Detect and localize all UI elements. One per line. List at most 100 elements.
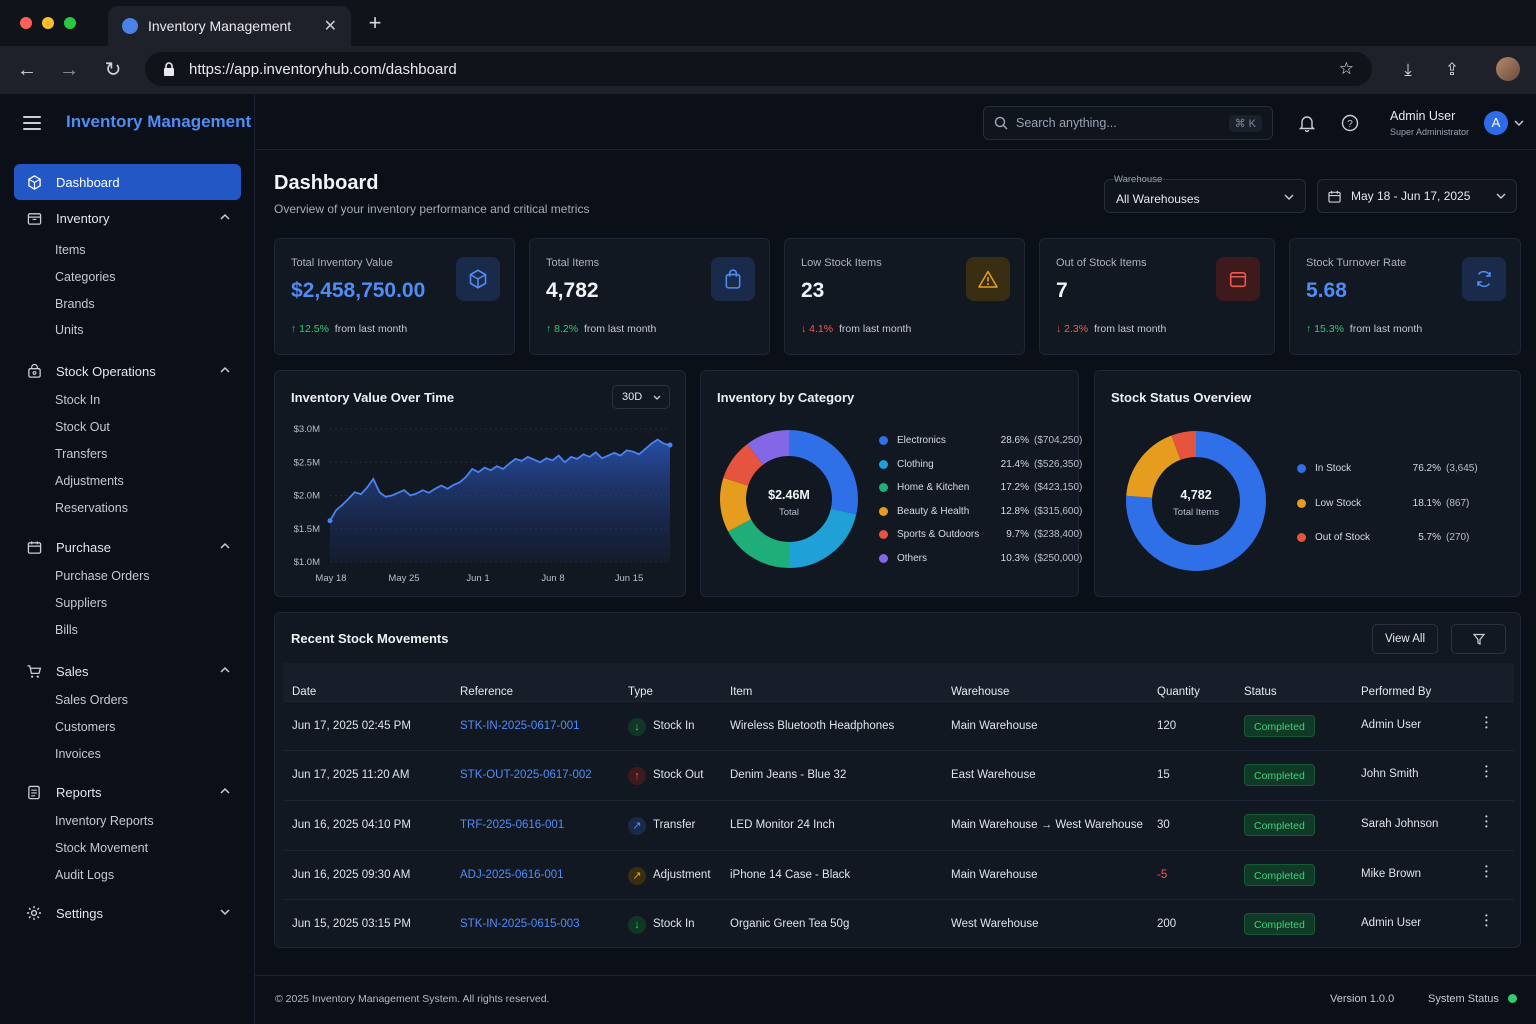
address-bar[interactable]: https://app.inventoryhub.com/dashboard ☆ — [145, 52, 1372, 86]
row-actions-icon[interactable]: • • • — [1485, 812, 1488, 831]
range-select[interactable]: 30D — [612, 385, 670, 409]
sidebar-subitem-customers[interactable]: Customers — [55, 720, 116, 734]
row-actions-icon[interactable]: • • • — [1485, 713, 1488, 732]
column-header[interactable]: Reference — [460, 686, 514, 698]
sidebar-subitem-categories[interactable]: Categories — [55, 270, 116, 284]
table-row[interactable] — [283, 800, 1514, 850]
sidebar-subitem-adjustments[interactable]: Adjustments — [55, 474, 124, 488]
column-header[interactable]: Quantity — [1157, 686, 1200, 698]
column-header[interactable]: Date — [292, 686, 317, 698]
sidebar-subitem-invoices[interactable]: Invoices — [55, 747, 101, 761]
row-actions-icon[interactable]: • • • — [1485, 862, 1488, 881]
sidebar-subitem-stock-in[interactable]: Stock In — [55, 393, 101, 407]
sidebar-item-reports[interactable]: Reports — [14, 774, 241, 810]
table-row[interactable] — [283, 701, 1514, 751]
filter-button[interactable] — [1451, 624, 1506, 654]
warehouse-select[interactable]: All Warehouses — [1104, 179, 1306, 213]
column-header[interactable]: Warehouse — [951, 686, 1010, 698]
x-tick-label: May 25 — [388, 573, 419, 584]
kpi-card-total-inventory-value[interactable]: Total Inventory Value $2,458,750.00 ↑ 12… — [274, 238, 515, 355]
sidebar-subitem-purchase-orders[interactable]: Purchase Orders — [55, 569, 150, 583]
sidebar-subitem-stock-movement[interactable]: Stock Movement — [55, 841, 149, 855]
date-range-picker[interactable]: May 18 - Jun 17, 2025 — [1317, 179, 1517, 213]
sidebar-subitem-units[interactable]: Units — [55, 323, 84, 337]
cell-reference[interactable]: STK-IN-2025-0615-003 — [460, 918, 580, 930]
donut-slice[interactable] — [720, 477, 752, 532]
user-name[interactable]: Admin User — [1390, 109, 1456, 123]
sidebar-subitem-inventory-reports[interactable]: Inventory Reports — [55, 814, 154, 828]
column-header[interactable]: Status — [1244, 686, 1277, 698]
donut-slice[interactable] — [788, 508, 857, 568]
sidebar-subitem-suppliers[interactable]: Suppliers — [55, 596, 108, 610]
donut-slice[interactable] — [723, 443, 764, 487]
row-actions-icon[interactable]: • • • — [1485, 762, 1488, 781]
kpi-card-out-of-stock-items[interactable]: Out of Stock Items 7 ↓ 2.3% from last mo… — [1039, 238, 1275, 355]
data-point[interactable] — [327, 518, 333, 524]
table-row[interactable] — [283, 850, 1514, 900]
cell-reference[interactable]: STK-IN-2025-0617-001 — [460, 720, 580, 732]
donut-slice[interactable] — [1126, 435, 1182, 499]
user-avatar[interactable]: A — [1484, 111, 1508, 135]
sidebar-item-inventory[interactable]: Inventory — [14, 200, 241, 236]
chevron-down-icon[interactable] — [1514, 119, 1524, 127]
stock-in-icon: ↓ — [628, 916, 646, 934]
cell-reference[interactable]: TRF-2025-0616-001 — [460, 819, 565, 831]
donut-slice[interactable] — [1171, 431, 1197, 460]
row-actions-icon[interactable]: • • • — [1485, 911, 1488, 930]
sidebar-subitem-items[interactable]: Items — [55, 243, 86, 257]
sidebar-item-settings[interactable]: Settings — [14, 895, 241, 931]
sidebar-subitem-bills[interactable]: Bills — [55, 623, 78, 637]
chevron-up-icon[interactable] — [219, 785, 231, 797]
chevron-down-icon[interactable] — [219, 906, 231, 918]
cell-reference[interactable]: ADJ-2025-0616-001 — [460, 869, 564, 881]
chevron-up-icon[interactable] — [219, 211, 231, 223]
donut-slice[interactable] — [728, 518, 790, 568]
donut-slice[interactable] — [788, 430, 858, 515]
help-icon[interactable]: ? — [1341, 114, 1359, 132]
sidebar-item-stock-operations[interactable]: Stock Operations — [14, 353, 241, 389]
reload-icon[interactable]: ↻ — [104, 59, 122, 81]
chevron-up-icon[interactable] — [219, 540, 231, 552]
extensions-icon[interactable]: ⇪ — [1444, 60, 1460, 79]
sidebar-subitem-audit-logs[interactable]: Audit Logs — [55, 868, 115, 882]
cell-reference[interactable]: STK-OUT-2025-0617-002 — [460, 769, 592, 781]
column-header[interactable]: Item — [730, 686, 753, 698]
table-row[interactable] — [283, 750, 1514, 800]
chevron-up-icon[interactable] — [219, 364, 231, 376]
donut-slice[interactable] — [747, 430, 790, 466]
kpi-card-stock-turnover-rate[interactable]: Stock Turnover Rate 5.68 ↑ 15.3% from la… — [1289, 238, 1521, 355]
bookmark-star-icon[interactable]: ☆ — [1338, 59, 1354, 78]
sidebar-subitem-reservations[interactable]: Reservations — [55, 501, 128, 515]
forward-icon[interactable]: → — [59, 59, 79, 81]
chevron-up-icon[interactable] — [219, 664, 231, 676]
app-brand[interactable]: Inventory Management — [66, 112, 252, 131]
donut-slice[interactable] — [1126, 431, 1266, 571]
kpi-card-low-stock-items[interactable]: Low Stock Items 23 ↓ 4.1% from last mont… — [784, 238, 1025, 355]
bell-icon[interactable] — [1298, 114, 1316, 132]
data-point[interactable] — [667, 442, 673, 448]
column-header[interactable]: Type — [628, 686, 653, 698]
column-header[interactable]: Performed By — [1361, 686, 1432, 698]
sidebar-item-sales[interactable]: Sales — [14, 653, 241, 689]
window-close-button[interactable] — [20, 17, 32, 29]
browser-profile-avatar[interactable] — [1496, 57, 1520, 81]
table-row[interactable] — [283, 899, 1514, 949]
sidebar-item-dashboard[interactable]: Dashboard — [14, 164, 241, 200]
browser-tab[interactable]: Inventory Management ✕ — [108, 6, 351, 46]
stock-out-icon: ↑ — [628, 767, 646, 785]
view-all-button[interactable]: View All — [1372, 624, 1438, 654]
menu-toggle-icon[interactable] — [23, 116, 41, 130]
new-tab-button[interactable]: + — [368, 10, 382, 35]
back-icon[interactable]: ← — [17, 59, 37, 81]
sidebar-subitem-sales-orders[interactable]: Sales Orders — [55, 693, 128, 707]
sidebar-subitem-brands[interactable]: Brands — [55, 297, 95, 311]
sidebar-item-purchase[interactable]: Purchase — [14, 529, 241, 565]
close-tab-icon[interactable]: ✕ — [323, 18, 337, 35]
download-icon[interactable]: ⤓ — [1404, 60, 1412, 79]
kpi-card-total-items[interactable]: Total Items 4,782 ↑ 8.2% from last month — [529, 238, 770, 355]
window-minimize-button[interactable] — [42, 17, 54, 29]
window-maximize-button[interactable] — [64, 17, 76, 29]
sidebar-subitem-stock-out[interactable]: Stock Out — [55, 420, 110, 434]
search-input[interactable]: Search anything... ⌘ K — [983, 106, 1273, 140]
sidebar-subitem-transfers[interactable]: Transfers — [55, 447, 108, 461]
